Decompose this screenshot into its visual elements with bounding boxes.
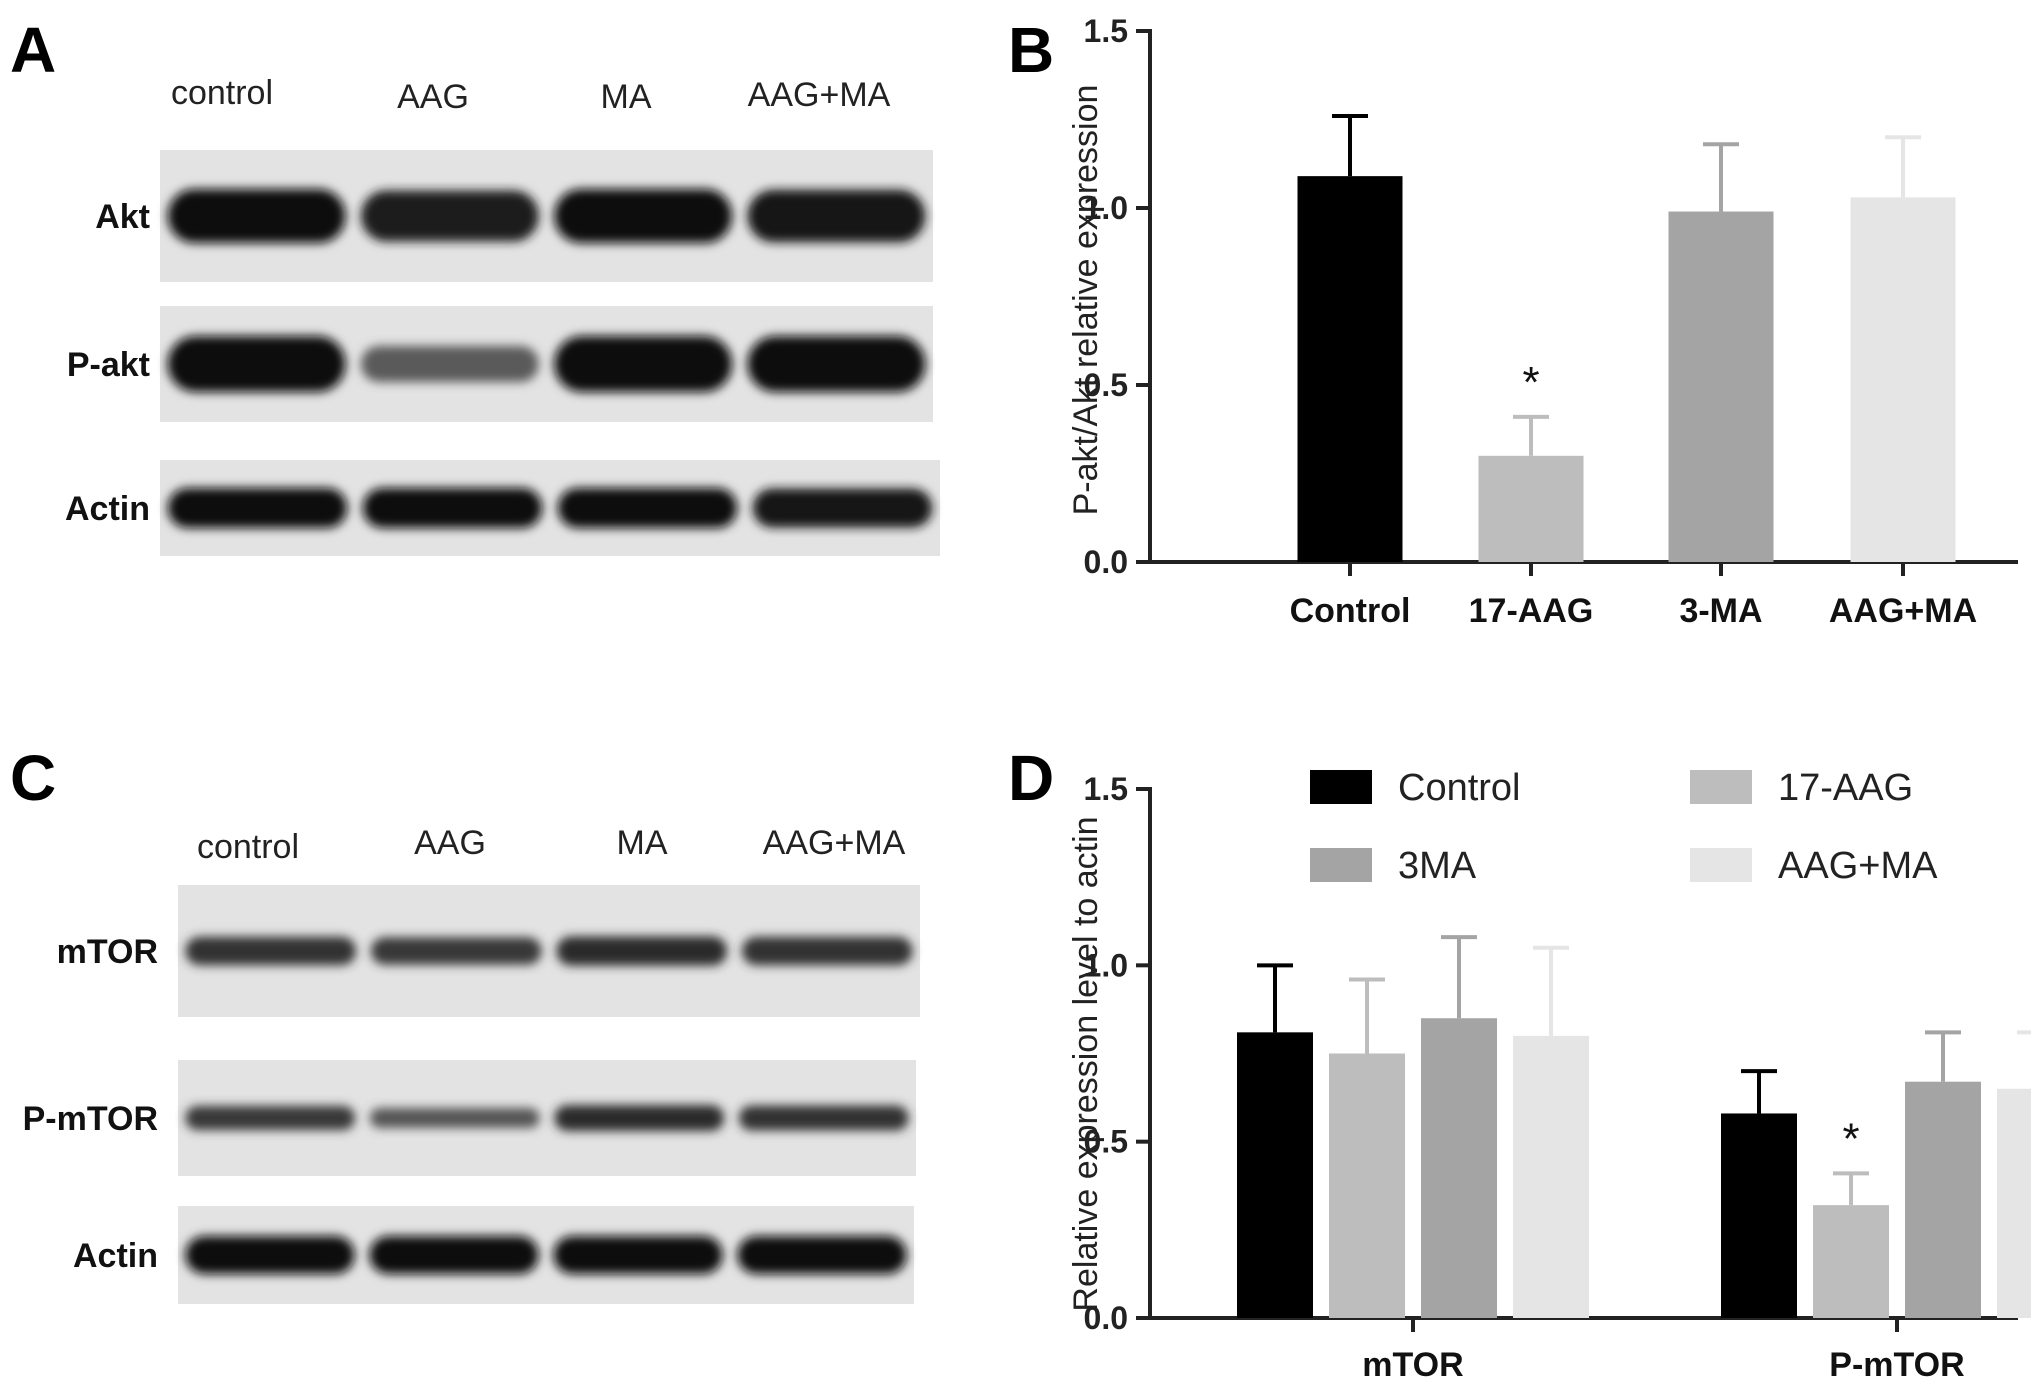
lane-label: MA (617, 824, 668, 862)
blot-band (185, 1236, 355, 1274)
blot-band (167, 488, 348, 528)
blot-band (167, 189, 346, 243)
blot-row-label: P-akt (67, 346, 150, 384)
blot-band (185, 1105, 356, 1131)
legend-swatch (1310, 770, 1372, 804)
panel-b: B P-akt/Akt relative expression 0.0 0.5 1.… (1008, 13, 2018, 630)
blot-band (747, 189, 926, 243)
blot-band (747, 336, 926, 392)
blot-band (360, 346, 539, 382)
y-axis-title-d: Relative expression level to actin (1067, 816, 1105, 1311)
blot-band (167, 336, 346, 392)
blot-row-label: Actin (73, 1237, 158, 1275)
lane-label: MA (601, 78, 652, 116)
bar-chart-d: 0.0 0.5 1.0 1.5 * mTOR P-mTOR Control 17-AAG 3MA A… (1084, 767, 2031, 1384)
legend-label: AAG+MA (1778, 845, 1938, 887)
y-tick-label: 0.5 (1084, 1124, 1128, 1160)
bar (1850, 197, 1956, 562)
y-tick-label: 1.0 (1084, 190, 1128, 226)
blot-band (362, 488, 543, 528)
bar (1297, 176, 1403, 562)
blot-row-label: Actin (65, 490, 150, 528)
blot-band (752, 488, 933, 528)
blot-band (369, 1236, 539, 1274)
y-tick-label: 1.5 (1084, 771, 1128, 807)
blot-band (738, 1105, 909, 1131)
bar (1329, 1053, 1405, 1318)
bar (1513, 1035, 1589, 1318)
blot-band (556, 936, 728, 966)
bar (1905, 1081, 1981, 1318)
blot-band (554, 336, 733, 392)
panel-c: C control AAG MA AAG+MA mTOR P-mTOR Actin (10, 742, 920, 1304)
bar-chart-b: 0.0 0.5 1.0 1.5 Control * 17-AAG 3-MA AAG+MA (1084, 13, 2018, 630)
blot-band (369, 1107, 540, 1129)
blot-band (370, 937, 542, 965)
lane-label: AAG (397, 78, 469, 116)
panel-letter-d: D (1008, 742, 1054, 814)
western-blot-a: Akt P-akt Actin (65, 150, 940, 556)
significance-marker: * (1522, 358, 1539, 407)
panel-letter-a: A (10, 14, 56, 86)
lane-label: control (171, 74, 273, 112)
bar (1721, 1113, 1797, 1318)
bar (1668, 211, 1774, 563)
panel-letter-c: C (10, 742, 56, 814)
y-tick-label: 1.0 (1084, 947, 1128, 983)
legend-swatch (1310, 848, 1372, 882)
bar (1478, 455, 1584, 562)
significance-marker: * (1842, 1114, 1859, 1163)
panel-a: A control AAG MA AAG+MA Akt P-akt Actin (10, 14, 940, 556)
blot-row-label: P-mTOR (23, 1100, 158, 1138)
blot-band (185, 936, 357, 966)
blot-band (553, 1236, 723, 1274)
lane-label: AAG (414, 824, 486, 862)
blot-band (557, 488, 738, 528)
blot-band (741, 936, 913, 966)
legend-swatch (1690, 848, 1752, 882)
blot-band (360, 190, 539, 242)
x-tick-label: mTOR (1362, 1346, 1463, 1384)
western-blot-c: mTOR P-mTOR Actin (23, 885, 920, 1304)
panel-d: D Relative expression level to actin 0.0… (1008, 742, 2031, 1384)
x-tick-label: Control (1290, 592, 1411, 630)
bar (1997, 1088, 2031, 1318)
lane-label: control (197, 828, 299, 866)
blot-row-label: Akt (95, 198, 150, 236)
x-tick-label: 17-AAG (1469, 592, 1594, 630)
y-tick-label: 0.0 (1084, 544, 1128, 580)
blot-band (554, 189, 733, 243)
blot-row-label: mTOR (57, 933, 158, 971)
bar (1421, 1018, 1497, 1318)
legend-label: 17-AAG (1778, 767, 1913, 809)
y-tick-label: 1.5 (1084, 13, 1128, 49)
legend-swatch (1690, 770, 1752, 804)
y-tick-label: 0.0 (1084, 1300, 1128, 1336)
lane-labels-c: control AAG MA AAG+MA (197, 824, 906, 866)
x-tick-label: P-mTOR (1829, 1346, 1964, 1384)
x-tick-label: AAG+MA (1829, 592, 1977, 630)
panel-letter-b: B (1008, 14, 1054, 86)
lane-labels-a: control AAG MA AAG+MA (171, 74, 891, 116)
legend-label: 3MA (1398, 845, 1477, 887)
bar (1813, 1205, 1889, 1318)
blot-band (737, 1236, 907, 1274)
x-tick-label: 3-MA (1679, 592, 1762, 630)
legend-label: Control (1398, 767, 1521, 809)
y-axis-title-b: P-akt/Akt relative expression (1067, 85, 1105, 516)
y-tick-label: 0.5 (1084, 367, 1128, 403)
lane-label: AAG+MA (763, 824, 906, 862)
blot-band (554, 1105, 725, 1131)
bar (1237, 1032, 1313, 1318)
lane-label: AAG+MA (748, 76, 891, 114)
